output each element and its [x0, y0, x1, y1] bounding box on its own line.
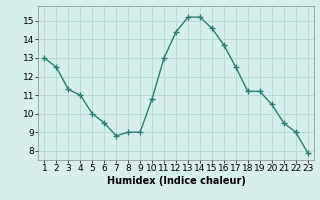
X-axis label: Humidex (Indice chaleur): Humidex (Indice chaleur) [107, 176, 245, 186]
